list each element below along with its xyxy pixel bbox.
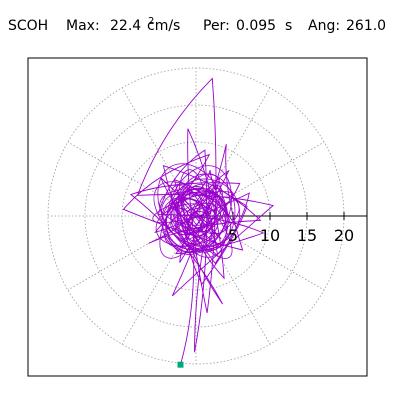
end-point-marker bbox=[177, 361, 184, 368]
x-tick-label-2: 10 bbox=[260, 226, 280, 245]
grid-spoke-60 bbox=[195, 87, 271, 217]
trace-loop-24 bbox=[187, 207, 216, 237]
trace-loop-20 bbox=[152, 191, 234, 224]
trace-loop-19 bbox=[165, 187, 227, 251]
trace-loop-17 bbox=[171, 184, 233, 259]
trace-main bbox=[122, 77, 274, 365]
grid-spoke-240 bbox=[121, 215, 197, 345]
angle-value: 261.0 bbox=[346, 18, 387, 34]
max-value: 22.4 bbox=[110, 18, 142, 34]
period-unit: s bbox=[285, 18, 293, 34]
trace-loop-22 bbox=[161, 196, 213, 253]
grid-spoke-210 bbox=[67, 215, 197, 291]
chart-header: SCOH Max: 22.4 cm/s 2 Per: 0.095 s Ang: 2… bbox=[0, 14, 400, 38]
max-unit: cm/s 2 bbox=[147, 16, 181, 34]
max-unit-exponent: 2 bbox=[148, 16, 155, 27]
trace-loop-4 bbox=[166, 165, 232, 255]
period-label: Per: bbox=[203, 18, 230, 34]
x-tick-label-3: 15 bbox=[297, 226, 317, 245]
trace-loop-27 bbox=[157, 163, 229, 251]
period-value: 0.095 bbox=[236, 18, 277, 34]
trace-loop-23 bbox=[174, 173, 236, 253]
plot-frame bbox=[27, 57, 368, 377]
grid-spoke-330 bbox=[195, 215, 325, 291]
radial-tick-labels: 5 10 15 20 bbox=[228, 226, 354, 245]
max-label: Max: bbox=[66, 18, 100, 34]
trace-loop-9 bbox=[186, 184, 223, 242]
trace-loop-8 bbox=[155, 203, 219, 247]
x-tick-label-1: 5 bbox=[228, 226, 238, 245]
motion-trace bbox=[122, 77, 274, 365]
station-code: SCOH bbox=[8, 18, 49, 34]
x-tick-label-4: 20 bbox=[334, 226, 354, 245]
trace-loop-28 bbox=[176, 192, 204, 240]
trace-loop-26 bbox=[161, 191, 231, 247]
trace-loop-21 bbox=[170, 198, 210, 234]
angle-label: Ang: bbox=[308, 18, 341, 34]
